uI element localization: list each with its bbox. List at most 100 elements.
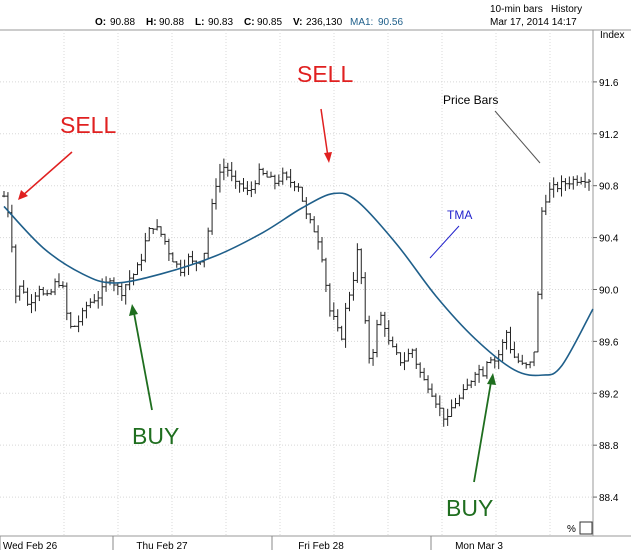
price-bar: [190, 250, 195, 264]
price-bar: [539, 207, 544, 300]
price-bar: [512, 341, 517, 359]
price-bar: [402, 352, 407, 371]
x-tick-label: Wed Feb 26: [3, 541, 58, 550]
price-bar: [253, 180, 258, 194]
price-bar: [441, 407, 446, 427]
price-bar: [170, 252, 175, 263]
price-bar: [555, 181, 560, 193]
y-tick-label: 91.2: [599, 130, 619, 141]
price-bar: [166, 238, 171, 261]
ma-value: 90.56: [378, 17, 403, 28]
price-bar: [131, 273, 136, 286]
price-bar: [29, 294, 34, 314]
x-axis[interactable]: Wed Feb 26 Thu Feb 27 Fri Feb 28 Mon Mar 3: [0, 536, 503, 550]
price-bar: [135, 262, 140, 276]
price-bar: [49, 288, 54, 296]
price-bar: [308, 213, 313, 224]
price-bar: [390, 336, 395, 348]
price-bar: [351, 272, 356, 301]
price-bar: [579, 176, 584, 185]
price-bar: [72, 325, 77, 327]
y-tick-label: 90.8: [599, 182, 619, 193]
price-bar: [88, 298, 93, 309]
price-bar: [261, 167, 266, 176]
price-bar: [60, 281, 65, 289]
price-bar: [162, 233, 167, 245]
interval-label: 10-min bars: [490, 4, 543, 15]
sell1-arrowhead: [18, 190, 28, 200]
low-value: 90.83: [208, 17, 233, 28]
y-tick-label: 88.8: [599, 441, 619, 452]
price-bar: [429, 383, 434, 398]
price-bar: [367, 315, 372, 364]
price-bar: [327, 283, 332, 317]
ohlcv-readout: O: 90.88 H: 90.88 L: 90.83 C: 90.85 V: 2…: [95, 17, 403, 28]
y-tick-label: 89.6: [599, 337, 619, 348]
price-bar: [394, 343, 399, 356]
price-bar: [492, 357, 497, 369]
price-bar: [449, 399, 454, 418]
buy1-arrowhead: [129, 304, 138, 316]
price-bar: [445, 408, 450, 426]
price-bar: [147, 226, 152, 242]
sell2-arrowhead: [324, 152, 332, 163]
price-bar: [374, 319, 379, 358]
price-bar: [457, 394, 462, 407]
volume-value: 236,130: [306, 17, 343, 28]
price-bar: [296, 183, 301, 192]
price-bar: [229, 161, 234, 182]
y-axis[interactable]: 88.4 88.8 89.2 89.6 90.0 90.4 90.8 91.2 91.6: [593, 78, 619, 504]
price-bar: [422, 367, 427, 381]
price-bar: [371, 348, 376, 366]
price-bar: [143, 232, 148, 263]
price-bar: [320, 237, 325, 263]
index-label: Index: [600, 30, 624, 41]
price-bar: [272, 174, 277, 190]
price-bar: [524, 362, 529, 369]
price-bar: [139, 253, 144, 272]
price-bar: [535, 291, 540, 353]
price-bar: [418, 362, 423, 378]
grid: [0, 30, 593, 536]
price-bar: [469, 380, 474, 389]
price-bar: [155, 219, 160, 231]
price-bar: [559, 175, 564, 197]
price-bar: [414, 347, 419, 369]
price-bars-label: Price Bars: [443, 93, 498, 107]
price-bar: [64, 282, 69, 321]
buy2-arrowhead: [487, 373, 496, 385]
price-bar: [355, 243, 360, 283]
price-bar: [225, 162, 230, 177]
y-tick-label: 91.6: [599, 78, 619, 89]
price-bar: [504, 330, 509, 350]
price-bar: [53, 278, 58, 296]
sell2-arrow: [320, 108, 329, 158]
price-bar: [127, 270, 132, 291]
price-bar: [437, 395, 442, 417]
price-bar: [575, 175, 580, 186]
price-bar: [571, 176, 576, 190]
price-bar: [386, 320, 391, 345]
scale-toggle-box[interactable]: [579, 521, 593, 535]
volume-key: V:: [293, 17, 302, 28]
price-bar: [68, 312, 73, 329]
price-bar: [119, 283, 124, 301]
y-tick-label: 90.0: [599, 285, 619, 296]
price-bar: [288, 168, 293, 188]
price-bar: [343, 302, 348, 348]
price-bar: [76, 315, 81, 333]
open-key: O:: [95, 17, 106, 28]
y-tick-label: 88.4: [599, 493, 619, 504]
sell1-arrow: [21, 151, 73, 197]
price-bar: [359, 248, 364, 285]
close-value: 90.85: [257, 17, 282, 28]
price-bar: [378, 311, 383, 326]
price-bar: [520, 354, 525, 366]
price-bar: [92, 294, 97, 304]
price-bar: [245, 181, 250, 196]
price-bar: [151, 228, 156, 235]
price-bar: [37, 285, 42, 302]
price-bar: [174, 261, 179, 268]
price-bar: [268, 171, 273, 178]
